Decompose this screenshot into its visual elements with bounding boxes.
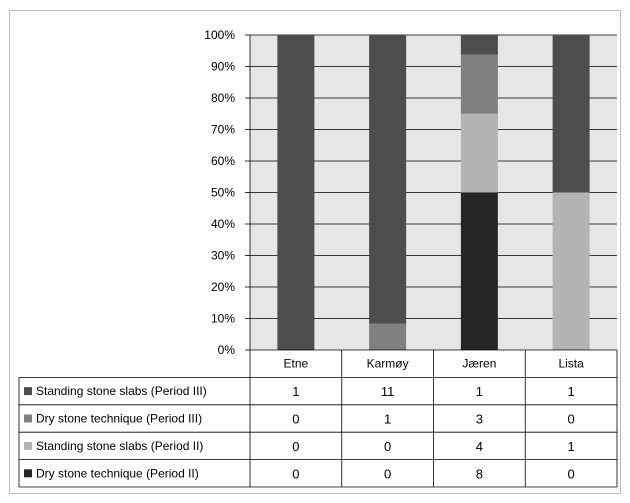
table-value: 0 xyxy=(384,466,391,481)
legend-label: Dry stone technique (Period III) xyxy=(36,412,202,426)
table-value: 0 xyxy=(568,466,575,481)
legend-label: Standing stone slabs (Period III) xyxy=(36,384,207,398)
table-value: 0 xyxy=(292,412,299,427)
bar-segment xyxy=(460,192,498,350)
category-label: Etne xyxy=(284,357,309,371)
table-value: 0 xyxy=(292,439,299,454)
legend-swatch xyxy=(24,387,32,396)
y-tick-label: 10% xyxy=(211,312,235,326)
table-value: 0 xyxy=(568,412,575,427)
y-tick-label: 90% xyxy=(211,60,235,74)
y-tick-label: 100% xyxy=(204,28,235,42)
y-tick-label: 60% xyxy=(211,154,235,168)
legend-label: Dry stone technique (Period II) xyxy=(36,466,199,480)
table-value: 1 xyxy=(384,412,391,427)
bar-segment xyxy=(277,35,315,350)
table-value: 0 xyxy=(292,466,299,481)
y-tick-label: 70% xyxy=(211,123,235,137)
category-label: Karmøy xyxy=(367,357,409,371)
y-tick-label: 20% xyxy=(211,280,235,294)
bar-segment xyxy=(369,323,407,350)
legend-label: Standing stone slabs (Period II) xyxy=(36,439,203,453)
y-tick-label: 50% xyxy=(211,186,235,200)
table-value: 1 xyxy=(476,384,483,399)
bar-segment xyxy=(369,35,407,324)
table-value: 4 xyxy=(476,439,483,454)
bar-segment xyxy=(552,192,590,350)
table-value: 1 xyxy=(568,439,575,454)
table-value: 3 xyxy=(476,412,483,427)
table-value: 8 xyxy=(476,466,483,481)
y-tick-label: 30% xyxy=(211,249,235,263)
table-value: 0 xyxy=(384,439,391,454)
y-tick-label: 40% xyxy=(211,217,235,231)
bar-segment xyxy=(460,35,498,55)
bar-segment xyxy=(460,113,498,193)
table-value: 11 xyxy=(381,384,395,399)
table-value: 1 xyxy=(292,384,299,399)
y-tick-label: 80% xyxy=(211,91,235,105)
legend-swatch xyxy=(24,414,32,423)
bar-segment xyxy=(460,54,498,114)
table-value: 1 xyxy=(568,384,575,399)
category-label: Jæren xyxy=(462,357,496,371)
y-tick-label: 0% xyxy=(218,343,236,357)
legend-swatch xyxy=(24,469,32,478)
bar-segment xyxy=(552,35,590,193)
legend-swatch xyxy=(24,441,32,450)
category-label: Lista xyxy=(558,357,584,371)
